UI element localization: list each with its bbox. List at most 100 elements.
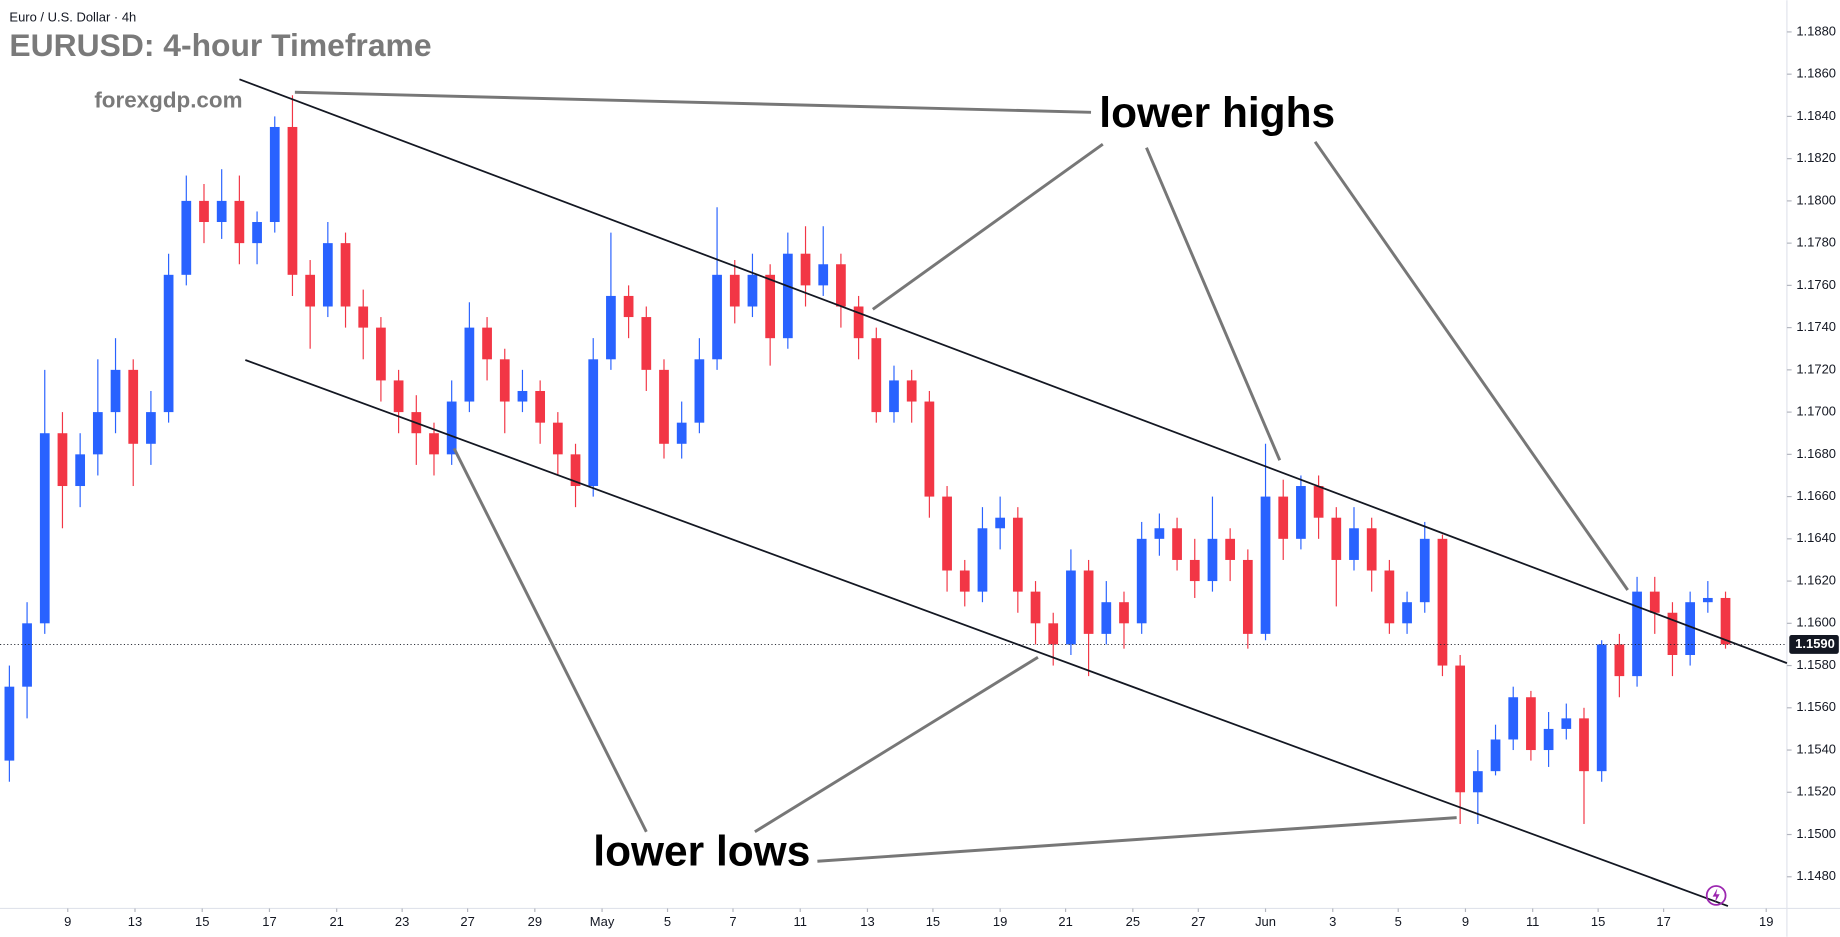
candle-body [977,528,988,592]
candle-body [1331,517,1342,560]
candle-body [1419,538,1430,603]
candle-body [1048,623,1059,645]
candle-body [1579,718,1589,772]
x-tick-label: 15 [926,914,940,929]
candle-body [517,390,528,402]
candle-body [1083,570,1094,634]
y-tick-label: 1.1820 [1796,150,1836,165]
y-tick-label: 1.1840 [1796,108,1836,123]
chart-title: EURUSD: 4-hour Timeframe [9,27,431,63]
x-tick-label: 15 [195,914,209,929]
candle-body [1720,597,1731,645]
x-tick-label: 3 [1329,914,1336,929]
x-tick-label: 11 [1526,914,1539,929]
y-tick-label: 1.1560 [1796,699,1836,714]
pointer-line [294,90,1092,114]
candle-body [1154,528,1165,539]
y-tick-label: 1.1640 [1796,530,1836,545]
x-tick-label: 5 [664,914,671,929]
candle-body [1296,486,1306,539]
alert-icon-bolt[interactable] [1712,888,1720,903]
x-tick-label: 11 [793,914,806,929]
x-tick-label: 5 [1395,914,1402,929]
x-tick-label: 13 [860,914,874,929]
candle-body [464,327,475,402]
candle-body [641,317,652,370]
candle-body [694,359,705,423]
y-tick-label: 1.1760 [1796,277,1836,292]
candle-body [606,295,616,360]
candles [0,95,1787,824]
candle-body [287,126,298,275]
candle-body [252,222,262,244]
candle-body [1313,486,1324,518]
symbol-label: Euro / U.S. Dollar · 4h [9,9,136,24]
candle-body [1207,538,1218,582]
alert-icon[interactable] [1705,885,1727,906]
pointer-line [452,447,648,833]
x-tick-label: 19 [993,914,1007,929]
candle-body [1189,559,1200,582]
x-tick-label: 15 [1591,914,1605,929]
last-price-box [1789,634,1839,654]
candle-body [305,274,316,307]
x-tick-label: Jun [1255,914,1276,929]
candle-body [1172,528,1182,560]
candle-body [623,295,634,318]
candle-body [22,623,32,687]
watermark: forexgdp.com [94,88,242,113]
candle-body [446,401,457,455]
candle-body [1472,771,1483,793]
candle-body [1561,718,1572,729]
candle-body [659,369,669,444]
candle-body [1667,612,1678,655]
y-tick-label: 1.1680 [1796,446,1836,461]
alert-icon-circle[interactable] [1705,885,1727,906]
candle-body [1384,570,1395,624]
candle-body [818,264,829,286]
x-tick-label: 17 [1656,914,1670,929]
y-tick-label: 1.1780 [1796,235,1836,250]
candle-body [924,401,935,497]
x-tick-label: 17 [262,914,276,929]
candle-body [1225,538,1236,560]
y-tick-label: 1.1800 [1796,192,1836,207]
candle-body [1242,559,1253,634]
pointer-line [1313,140,1629,591]
candle-body [1455,665,1466,793]
candle-body [340,243,351,307]
candle-body [57,433,68,487]
x-tick-label: 19 [1759,914,1773,929]
x-tick-label: 25 [1126,914,1140,929]
upper-channel-line [239,78,1788,664]
candle-body [1685,602,1696,655]
candle-body [216,200,227,223]
y-tick-label: 1.1500 [1796,826,1836,841]
candle-body [1012,517,1023,592]
candle-body [1526,697,1536,751]
candle-body [4,686,15,761]
x-tick-label: 23 [395,914,409,929]
pointer-line [871,142,1104,311]
y-tick-label: 1.1860 [1796,66,1836,81]
y-tick-label: 1.1700 [1796,404,1836,419]
x-tick-label: 29 [528,914,542,929]
y-tick-label: 1.1540 [1796,741,1836,756]
candle-body [588,359,599,487]
candle-body [1508,697,1519,740]
candle-body [1066,570,1076,645]
candle-body [552,422,563,455]
candle-body [906,380,917,402]
candle-body [747,274,758,307]
candle-body [499,359,510,402]
lower-channel-line [245,359,1729,907]
x-tick-label: 7 [729,914,736,929]
candle-body [39,433,50,624]
y-tick-label: 1.1660 [1796,488,1836,503]
candle-body [322,243,333,307]
x-tick-label: 21 [1058,914,1072,929]
candle-body [1649,591,1660,613]
x-tick-label: 27 [460,914,474,929]
